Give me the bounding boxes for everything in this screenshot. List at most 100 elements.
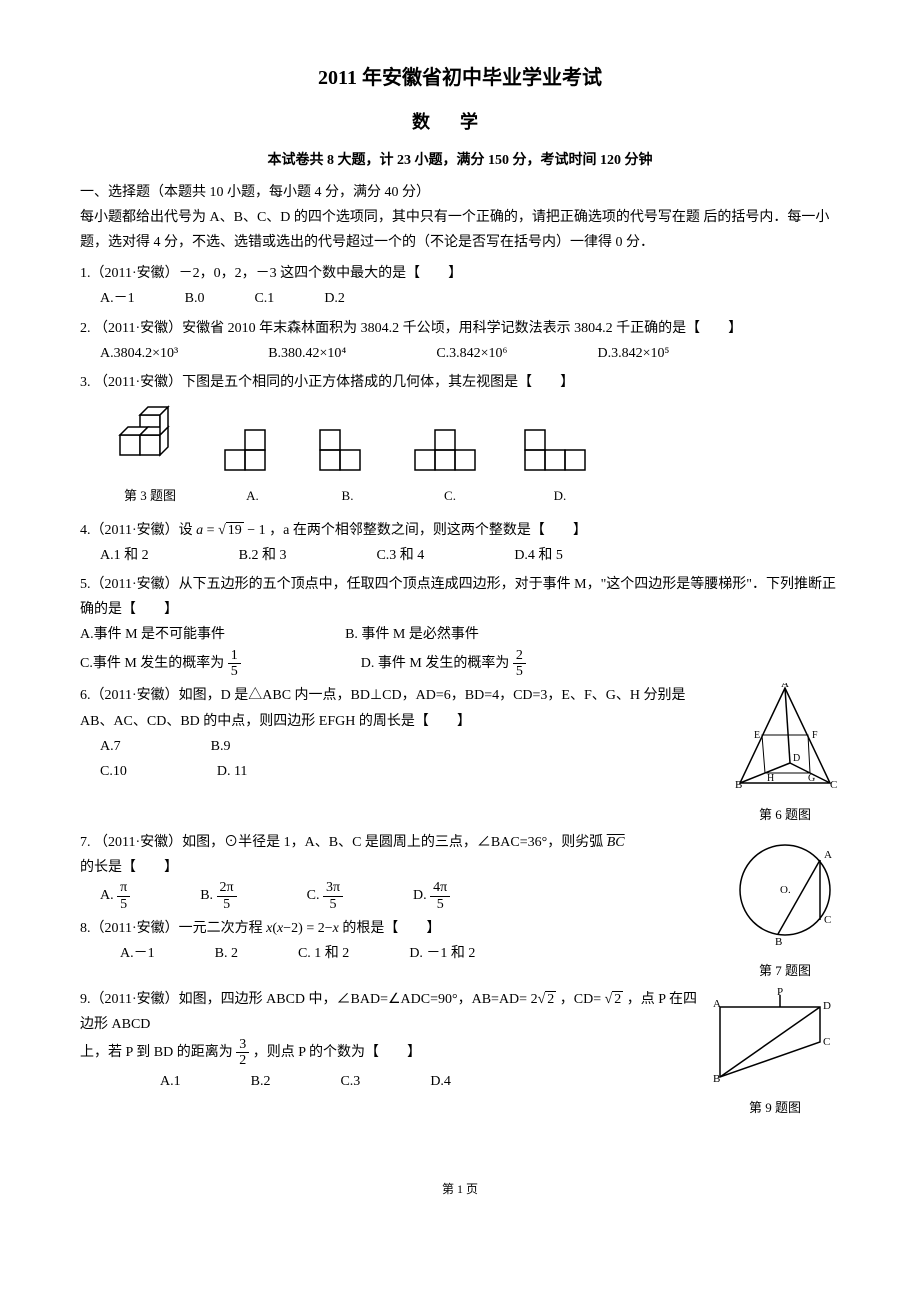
q6-C: C [830, 779, 837, 791]
q4-text: 4.（2011·安徽）设 a = 19 − 1 ，a 在两个相邻整数之间，则这两… [80, 518, 840, 543]
q9-optC: C.3 [340, 1069, 360, 1094]
q4-optD: D.4 和 5 [514, 543, 563, 568]
q1-optD: D.2 [324, 286, 345, 311]
question-9: A P D C B 第 9 题图 9.（2011·安徽）如图，四边形 ABCD … [80, 987, 840, 1120]
q5-optC: C.事件 M 发生的概率为 15 [80, 648, 241, 680]
title-sub: 数学 [80, 106, 840, 138]
q7-C-den: 5 [323, 897, 343, 912]
q7-optB: B. 2π5 [200, 880, 236, 912]
q3-labelA: A. [220, 484, 285, 507]
q7-C-pre: C. [307, 888, 320, 903]
q3-labelB: B. [315, 484, 380, 507]
q7-A-den: 5 [117, 897, 130, 912]
q6-D: D [793, 753, 800, 764]
q8-optD: D. －1 和 2 [409, 941, 475, 966]
q6-caption: 第 6 题图 [730, 803, 840, 826]
q2-options: A.3804.2×10³ B.380.42×10⁴ C.3.842×10⁶ D.… [100, 341, 840, 366]
q7-C-num: 3π [323, 880, 343, 896]
q8-options: A.－1 B. 2 C. 1 和 2 D. －1 和 2 [120, 941, 720, 966]
q4-options: A.1 和 2 B.2 和 3 C.3 和 4 D.4 和 5 [100, 543, 840, 568]
q8-optC: C. 1 和 2 [298, 941, 349, 966]
q5-optC-den: 5 [228, 664, 241, 679]
q3-labelD: D. [520, 484, 600, 507]
q5-optD-den: 5 [513, 664, 526, 679]
q5-optD-num: 2 [513, 648, 526, 664]
q5-optC-pre: C.事件 M 发生的概率为 [80, 656, 224, 671]
q6-A: A [781, 683, 789, 690]
q6-B: B [735, 779, 742, 791]
q3-text: 3. （2011·安徽）下图是五个相同的小正方体搭成的几何体，其左视图是【 】 [80, 370, 840, 395]
q3-figC: C. [410, 425, 490, 508]
q7-pre: 7. （2011·安徽）如图，⊙半径是 1，A、B、C 是圆周上的三点，∠BAC… [80, 835, 603, 850]
q9-l2pre: 上，若 P 到 BD 的距离为 [80, 1045, 233, 1060]
q9-A: A [713, 998, 721, 1010]
q7-D-pre: D. [413, 888, 427, 903]
q7-B: B [775, 936, 782, 948]
q7-arc: BC [607, 835, 625, 850]
q8-post: 的根是【 】 [342, 921, 440, 936]
q3-caption: 第 3 题图 [110, 484, 190, 507]
q1-text: 1.（2011·安徽）－2，0，2，－3 这四个数中最大的是【 】 [80, 261, 840, 286]
q5-optA: A.事件 M 是不可能事件 [80, 622, 225, 647]
q7-D-num: 4π [430, 880, 450, 896]
q6-H: H [767, 773, 774, 784]
q7-A-num: π [117, 880, 130, 896]
q5-optB: B. 事件 M 是必然事件 [345, 622, 479, 647]
q1-optA: A.－1 [100, 286, 135, 311]
q2-optD: D.3.842×10⁵ [597, 341, 669, 366]
q7-text2: 的长是【 】 [80, 855, 840, 880]
q7-figure: O. A B C 第 7 题图 [730, 830, 840, 983]
q3-labelC: C. [410, 484, 490, 507]
q7-D-den: 5 [430, 897, 450, 912]
footer-page: 第 1 页 [80, 1179, 840, 1201]
q9-B: B [713, 1073, 720, 1085]
q5-optD-pre: D. 事件 M 发生的概率为 [361, 656, 510, 671]
q3-figB: B. [315, 425, 380, 508]
title-main: 2011 年安徽省初中毕业学业考试 [80, 60, 840, 96]
q7-O: O. [780, 884, 791, 896]
exam-info: 本试卷共 8 大题，计 23 小题，满分 150 分，考试时间 120 分钟 [80, 148, 840, 173]
q9-options: A.1 B.2 C.3 D.4 [160, 1069, 700, 1094]
q3-main-fig: 第 3 题图 [110, 405, 190, 508]
q3-figA: A. [220, 425, 285, 508]
q7-B-pre: B. [200, 888, 213, 903]
question-8: 8.（2011·安徽）一元二次方程 x(x−2) = 2−x 的根是【 】 A.… [80, 916, 840, 982]
q6-G: G [808, 773, 815, 784]
q2-text: 2. （2011·安徽）安徽省 2010 年末森林面积为 3804.2 千公顷，… [80, 316, 840, 341]
q6-options-1: A.7 B.9 [100, 734, 720, 759]
q8-pre: 8.（2011·安徽）一元二次方程 [80, 921, 263, 936]
q8-text: 8.（2011·安徽）一元二次方程 x(x−2) = 2−x 的根是【 】 [80, 916, 840, 941]
q6-figure: A B C D E F G H 第 6 题图 [730, 683, 840, 826]
q7-caption: 第 7 题图 [730, 959, 840, 982]
q1-options: A.－1 B.0 C.1 D.2 [100, 286, 840, 311]
q5-optD: D. 事件 M 发生的概率为 25 [361, 648, 526, 680]
q7-text: 7. （2011·安徽）如图，⊙半径是 1，A、B、C 是圆周上的三点，∠BAC… [80, 830, 840, 855]
q4-optA: A.1 和 2 [100, 543, 149, 568]
q9-optD: D.4 [430, 1069, 451, 1094]
q2-optA: A.3804.2×10³ [100, 341, 178, 366]
q7-B-num: 2π [217, 880, 237, 896]
q6-optA: A.7 [100, 734, 121, 759]
q4-optB: B.2 和 3 [239, 543, 287, 568]
q6-optC: C.10 [100, 759, 127, 784]
question-7: O. A B C 第 7 题图 7. （2011·安徽）如图，⊙半径是 1，A、… [80, 830, 840, 912]
q7-A-pre: A. [100, 888, 114, 903]
q5-text: 5.（2011·安徽）从下五边形的五个顶点中，任取四个顶点连成四边形，对于事件 … [80, 572, 840, 622]
question-2: 2. （2011·安徽）安徽省 2010 年末森林面积为 3804.2 千公顷，… [80, 316, 840, 366]
q8-optA: A.－1 [120, 941, 155, 966]
q9-fden: 2 [236, 1053, 249, 1068]
q9-caption: 第 9 题图 [710, 1096, 840, 1119]
q3-figures: 第 3 题图 A. B. C. D. [110, 405, 840, 508]
q7-optA: A. π5 [100, 880, 130, 912]
q9-mid: ，CD= [560, 992, 601, 1007]
q9-pre: 9.（2011·安徽）如图，四边形 ABCD 中，∠BAD=∠ADC=90°，A… [80, 992, 527, 1007]
q9-fnum: 3 [236, 1037, 249, 1053]
q9-optA: A.1 [160, 1069, 181, 1094]
q6-optD: D. 11 [217, 759, 248, 784]
q8-optB: B. 2 [215, 941, 238, 966]
q9-l2post: ，则点 P 的个数为【 】 [253, 1045, 421, 1060]
q9-figure: A P D C B 第 9 题图 [710, 987, 840, 1120]
q5-optC-num: 1 [228, 648, 241, 664]
q6-optB: B.9 [211, 734, 231, 759]
q7-optD: D. 4π5 [413, 880, 450, 912]
